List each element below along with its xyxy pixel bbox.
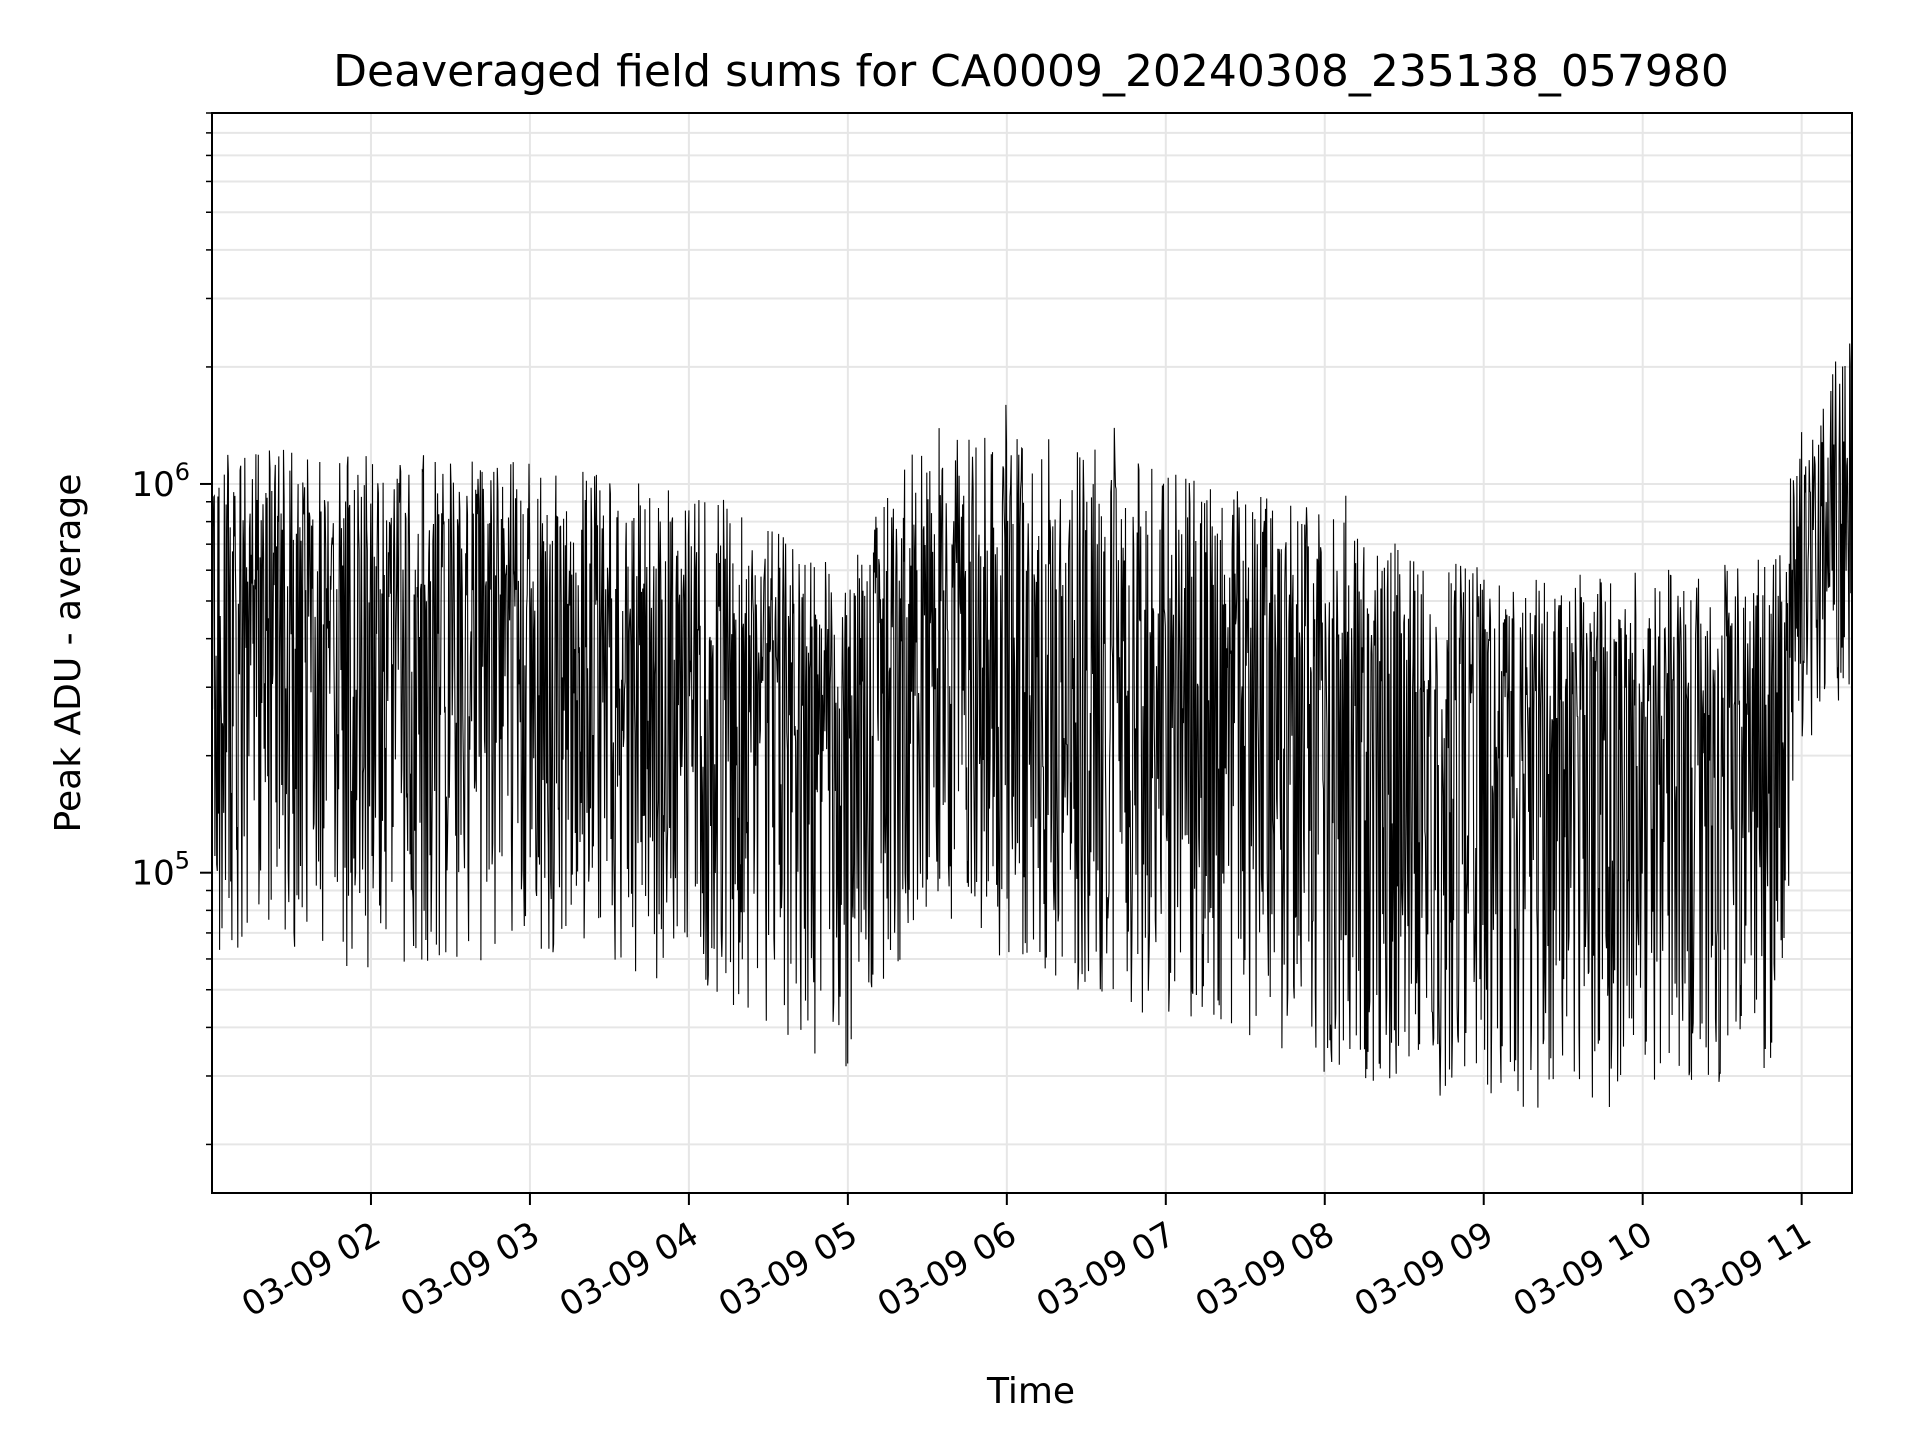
y-axis: 105 106 xyxy=(131,112,212,1146)
y-tick-label: 106 xyxy=(131,458,190,505)
chart-title: Deaveraged field sums for CA0009_2024030… xyxy=(333,46,1729,97)
series-line xyxy=(211,343,1853,1108)
series-trace xyxy=(211,343,1853,1108)
plot-frame xyxy=(211,112,1853,1194)
y-tick-label: 105 xyxy=(131,847,190,894)
y-axis-label: Peak ADU - average xyxy=(48,474,89,833)
x-axis-label: Time xyxy=(986,1371,1075,1412)
